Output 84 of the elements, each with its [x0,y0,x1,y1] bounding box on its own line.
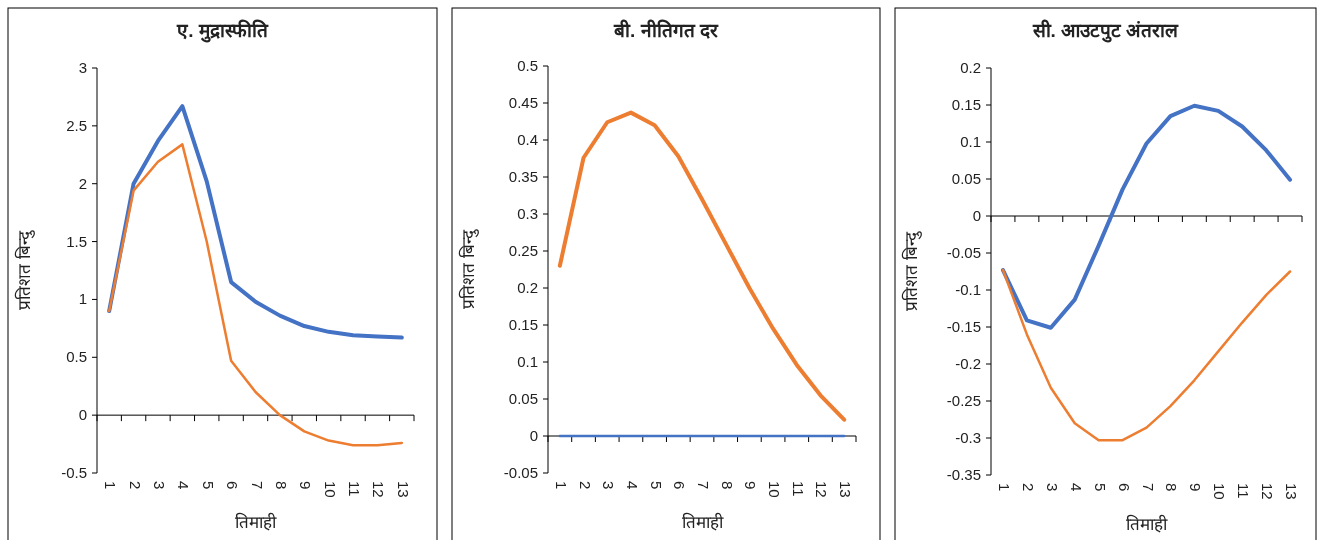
line-series [1000,103,1293,330]
x-tick-label: 11 [1235,483,1253,499]
y-tick-label: -0.5 [61,464,87,481]
x-tick-label: 3 [600,481,618,490]
x-tick-label: 6 [224,481,242,490]
y-tick-label: -0.05 [946,244,981,261]
x-tick-label: 12 [370,481,388,498]
x-tick-label: 13 [837,481,855,498]
y-tick-label: 0.05 [508,390,538,407]
x-tick-label: 7 [695,481,713,490]
x-tick-label: 4 [623,481,641,490]
x-tick-label: 11 [346,481,364,497]
y-tick-label: 0.4 [517,131,538,148]
x-tick-label: 5 [647,481,665,490]
y-tick-label: 1 [78,290,87,308]
y-tick-label: 0.35 [508,168,538,185]
y-tick-label: -0.05 [503,464,538,481]
x-tick-label: 2 [126,481,144,490]
y-tick-label: 2 [78,174,87,192]
y-tick-label: 2.5 [66,116,87,134]
x-axis-title: तिमाही [235,512,277,532]
y-tick-label: -0.35 [946,466,981,483]
y-tick-label: 0.3 [517,205,538,222]
x-tick-label: 7 [1139,483,1157,492]
x-tick-label: 13 [1283,483,1301,500]
y-tick-label: 0.15 [508,316,538,333]
y-tick-label: 0.05 [951,170,981,187]
x-tick-label: 2 [1019,483,1037,492]
line-series [107,143,404,447]
y-tick-label: 0.2 [517,279,538,296]
line-series [557,110,847,422]
x-tick-label: 11 [789,481,807,497]
x-tick-label: 5 [1091,483,1109,492]
x-tick-label: 13 [394,481,412,498]
y-tick-label: 0.25 [508,242,538,259]
y-axis-title: प्रतिशत बिन्दु [14,230,35,310]
chart-title: ए. मुद्रास्फीति [176,19,269,43]
x-tick-label: 1 [552,481,570,490]
x-tick-label: 8 [272,481,290,490]
x-tick-label: 6 [1115,483,1133,492]
y-tick-label: -0.2 [955,355,981,372]
x-axis-title: तिमाही [1126,514,1168,534]
y-tick-label: 0.1 [960,133,981,150]
y-tick-label: 3 [78,59,87,76]
line-series [1001,268,1292,442]
x-tick-label: 10 [766,481,784,498]
x-tick-label: 10 [321,481,339,498]
y-tick-label: 0.5 [517,57,538,74]
x-tick-label: 4 [1067,483,1085,492]
x-tick-label: 5 [199,481,217,490]
x-tick-label: 2 [576,481,594,490]
x-tick-label: 8 [1163,483,1181,492]
x-tick-label: 10 [1211,483,1229,500]
y-tick-label: -0.1 [955,281,981,298]
x-tick-label: 3 [150,481,168,490]
y-tick-label: 0.1 [517,353,538,370]
x-tick-label: 12 [813,481,831,498]
x-tick-label: 1 [102,481,120,490]
x-tick-label: 9 [297,481,315,490]
y-tick-label: 0 [972,207,981,224]
x-axis-title: तिमाही [681,512,724,532]
x-tick-label: 6 [671,481,689,490]
chart-title: बी. नीतिगत दर [613,19,719,41]
y-tick-label: 0 [529,427,538,444]
x-tick-label: 4 [175,481,193,490]
chart-title: सी. आउटपुट अंतराल [1031,19,1180,43]
y-axis-title: प्रतिशत बिन्दु [901,231,922,311]
y-tick-label: 0.45 [508,94,538,111]
y-tick-label: -0.25 [946,392,981,409]
y-tick-label: -0.15 [946,318,981,335]
y-tick-label: 0.5 [66,348,87,366]
x-tick-label: 8 [718,481,736,490]
x-tick-label: 9 [1187,483,1205,492]
x-tick-label: 12 [1259,483,1277,500]
x-tick-label: 9 [742,481,760,490]
x-tick-label: 3 [1043,483,1061,492]
y-tick-label: 1.5 [66,232,87,250]
y-tick-label: 0 [78,406,87,424]
x-tick-label: 7 [248,481,266,490]
x-tick-label: 1 [995,483,1013,492]
y-tick-label: 0.15 [951,96,981,113]
y-tick-label: 0.2 [960,59,981,76]
y-axis-title: प्रतिशत बिन्दु [458,229,479,309]
y-tick-label: -0.3 [955,429,981,446]
